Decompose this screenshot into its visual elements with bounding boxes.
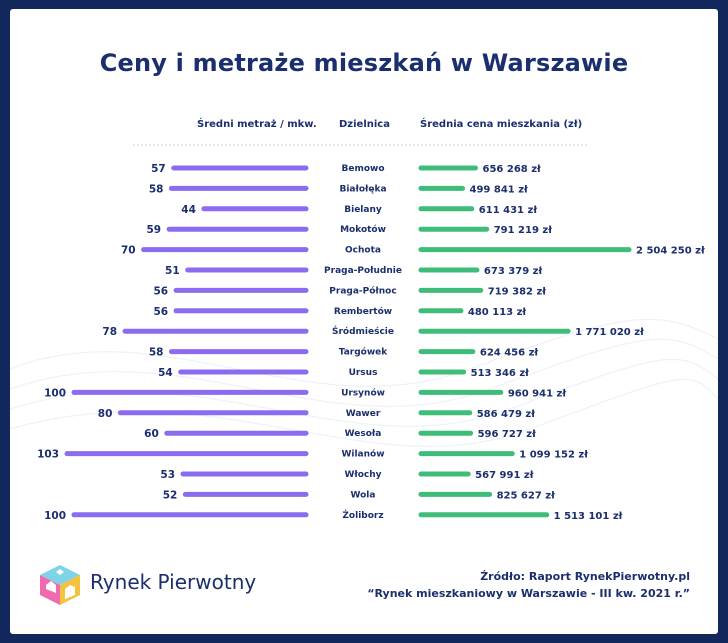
area-value-label: 78 <box>102 326 117 338</box>
header-district: Dzielnica <box>339 119 390 130</box>
price-value-label: 825 627 zł <box>497 490 556 501</box>
district-label: Praga-Północ <box>329 285 396 296</box>
area-value-label: 44 <box>181 204 196 216</box>
area-value-label: 70 <box>121 245 136 257</box>
price-value-label: 596 727 zł <box>478 429 537 440</box>
area-value-label: 100 <box>44 510 66 522</box>
price-value-label: 1 771 020 zł <box>575 327 644 338</box>
price-value-label: 586 479 zł <box>477 409 536 420</box>
price-value-label: 719 382 zł <box>488 286 547 297</box>
district-label: Śródmieście <box>332 325 394 337</box>
district-label: Włochy <box>344 470 381 480</box>
price-value-label: 480 113 zł <box>468 307 527 318</box>
source-line-2: “Rynek mieszkaniowy w Warszawie - III kw… <box>367 587 690 600</box>
price-value-label: 1 099 152 zł <box>519 450 588 461</box>
chart-rows: 57 Bemowo 656 268 zł 58 Białołęka 499 841 zł 4… <box>37 163 705 522</box>
price-value-label: 611 431 zł <box>479 205 538 216</box>
price-value-label: 673 379 zł <box>484 266 543 277</box>
area-value-label: 53 <box>160 469 175 481</box>
district-label: Ursus <box>349 368 378 378</box>
district-label: Praga-Południe <box>324 266 402 276</box>
district-label: Wilanów <box>341 449 384 460</box>
area-value-label: 59 <box>146 224 161 236</box>
area-value-label: 51 <box>165 265 180 277</box>
district-label: Bemowo <box>341 164 384 174</box>
area-value-label: 103 <box>37 449 59 461</box>
area-value-label: 56 <box>153 285 168 297</box>
area-value-label: 60 <box>144 428 159 440</box>
district-label: Ursynów <box>341 387 385 398</box>
rynek-pierwotny-logo-icon <box>40 565 80 605</box>
price-value-label: 1 513 101 zł <box>554 511 623 522</box>
area-value-label: 57 <box>151 163 166 175</box>
price-value-label: 513 346 zł <box>471 368 530 379</box>
district-label: Białołęka <box>339 184 386 194</box>
district-label: Ochota <box>345 246 381 256</box>
price-value-label: 499 841 zł <box>470 184 529 195</box>
price-value-label: 2 504 250 zł <box>636 246 705 257</box>
area-value-label: 58 <box>149 183 164 195</box>
header-average-area: Średni metraż / mkw. <box>197 119 317 130</box>
area-value-label: 100 <box>44 387 66 399</box>
district-label: Rembertów <box>334 306 392 317</box>
area-value-label: 80 <box>98 408 113 420</box>
area-value-label: 58 <box>149 347 164 359</box>
price-value-label: 656 268 zł <box>483 164 542 175</box>
district-label: Wesoła <box>345 429 382 439</box>
district-label: Mokotów <box>340 224 386 235</box>
chart-title: Ceny i metraże mieszkań w Warszawie <box>99 49 629 77</box>
price-value-label: 567 991 zł <box>475 470 534 481</box>
district-label: Targówek <box>339 347 389 358</box>
price-value-label: 624 456 zł <box>480 348 539 359</box>
price-value-label: 960 941 zł <box>508 388 567 399</box>
district-label: Żoliborz <box>342 510 383 521</box>
district-label: Wawer <box>346 409 381 419</box>
header-average-price: Średnia cena mieszkania (zł) <box>420 119 583 130</box>
brand-name: Rynek Pierwotny <box>90 570 257 594</box>
area-value-label: 54 <box>158 367 173 379</box>
source-line-1: Źródło: Raport RynekPierwotny.pl <box>480 570 690 583</box>
area-value-label: 52 <box>163 489 178 501</box>
price-value-label: 791 219 zł <box>494 225 553 236</box>
area-value-label: 56 <box>153 306 168 318</box>
district-label: Wola <box>351 490 376 500</box>
district-label: Bielany <box>344 205 382 215</box>
